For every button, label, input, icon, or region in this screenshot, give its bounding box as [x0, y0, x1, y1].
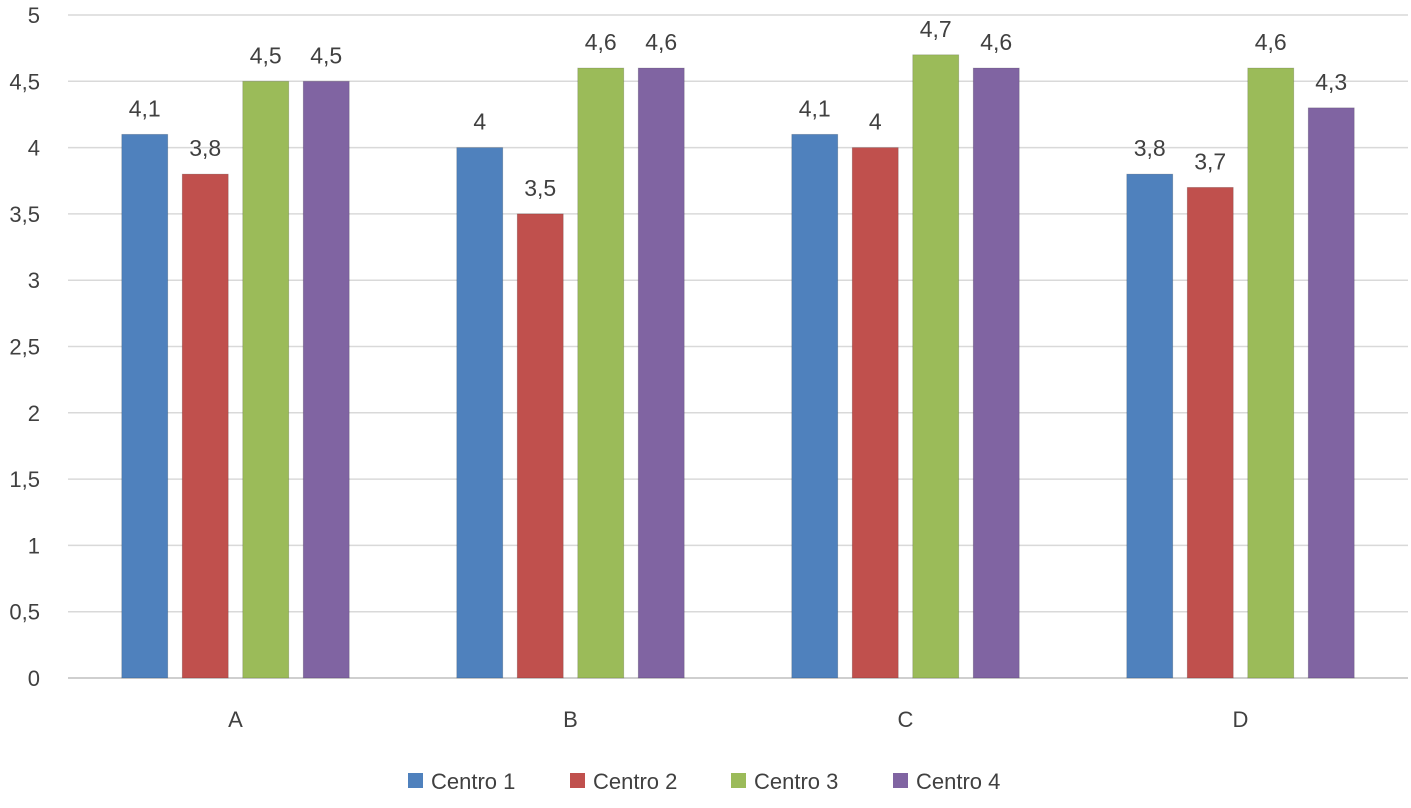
data-label: 3,7 [1194, 148, 1226, 174]
data-label: 4,6 [645, 29, 677, 55]
data-label: 4,7 [920, 16, 952, 42]
data-label: 4,1 [129, 95, 161, 121]
y-tick-label: 2 [28, 401, 40, 426]
bar [456, 147, 504, 679]
legend-swatch [731, 773, 746, 788]
bars [121, 54, 1355, 679]
legend-label: Centro 1 [431, 769, 515, 794]
data-label: 3,8 [1134, 135, 1166, 161]
legend-label: Centro 2 [593, 769, 677, 794]
y-tick-label: 4,5 [9, 69, 40, 94]
y-tick-label: 4 [28, 136, 40, 161]
x-tick-label: A [228, 707, 243, 732]
bar [1307, 107, 1355, 679]
gridlines [68, 14, 1408, 679]
data-label: 4,6 [585, 29, 617, 55]
data-label: 4 [473, 109, 486, 135]
bar [242, 80, 290, 679]
y-tick-label: 1 [28, 533, 40, 558]
y-tick-label: 1,5 [9, 467, 40, 492]
data-labels: 4,1 3,8 4,5 4,5 4 3,5 4,6 4,6 4,1 4 4,7 4,6 3,8 3,7 4,… [129, 16, 1347, 201]
x-tick-label: B [563, 707, 578, 732]
legend-swatch [570, 773, 585, 788]
legend-swatch [893, 773, 908, 788]
data-label: 4,3 [1315, 69, 1347, 95]
x-axis-category-labels: A B C D [228, 707, 1248, 732]
bar [912, 54, 960, 679]
y-tick-label: 3,5 [9, 202, 40, 227]
bar [791, 133, 839, 679]
y-tick-label: 2,5 [9, 335, 40, 360]
y-tick-label: 0 [28, 666, 40, 691]
legend-swatch [408, 773, 423, 788]
bar [1186, 186, 1234, 679]
data-label: 4,6 [1255, 29, 1287, 55]
y-tick-label: 5 [28, 3, 40, 28]
data-label: 3,8 [189, 135, 221, 161]
bar [121, 133, 169, 679]
data-label: 3,5 [524, 175, 556, 201]
y-axis-tick-labels: 0 0,5 1 1,5 2 2,5 3 3,5 4 4,5 5 [9, 3, 40, 691]
y-tick-label: 3 [28, 268, 40, 293]
x-tick-label: C [898, 707, 914, 732]
legend: Centro 1 Centro 2 Centro 3 Centro 4 [408, 769, 1000, 794]
bar [516, 213, 564, 679]
bar [1247, 67, 1295, 679]
bar [851, 147, 899, 679]
y-tick-label: 0,5 [9, 600, 40, 625]
legend-label: Centro 3 [754, 769, 838, 794]
data-label: 4,5 [250, 42, 282, 68]
legend-label: Centro 4 [916, 769, 1000, 794]
bar [181, 173, 229, 679]
data-label: 4,5 [310, 42, 342, 68]
x-tick-label: D [1233, 707, 1249, 732]
bar [302, 80, 350, 679]
bar [1126, 173, 1174, 679]
bar [972, 67, 1020, 679]
bar [577, 67, 625, 679]
data-label: 4,1 [799, 95, 831, 121]
data-label: 4,6 [980, 29, 1012, 55]
bar [637, 67, 685, 679]
data-label: 4 [869, 109, 882, 135]
